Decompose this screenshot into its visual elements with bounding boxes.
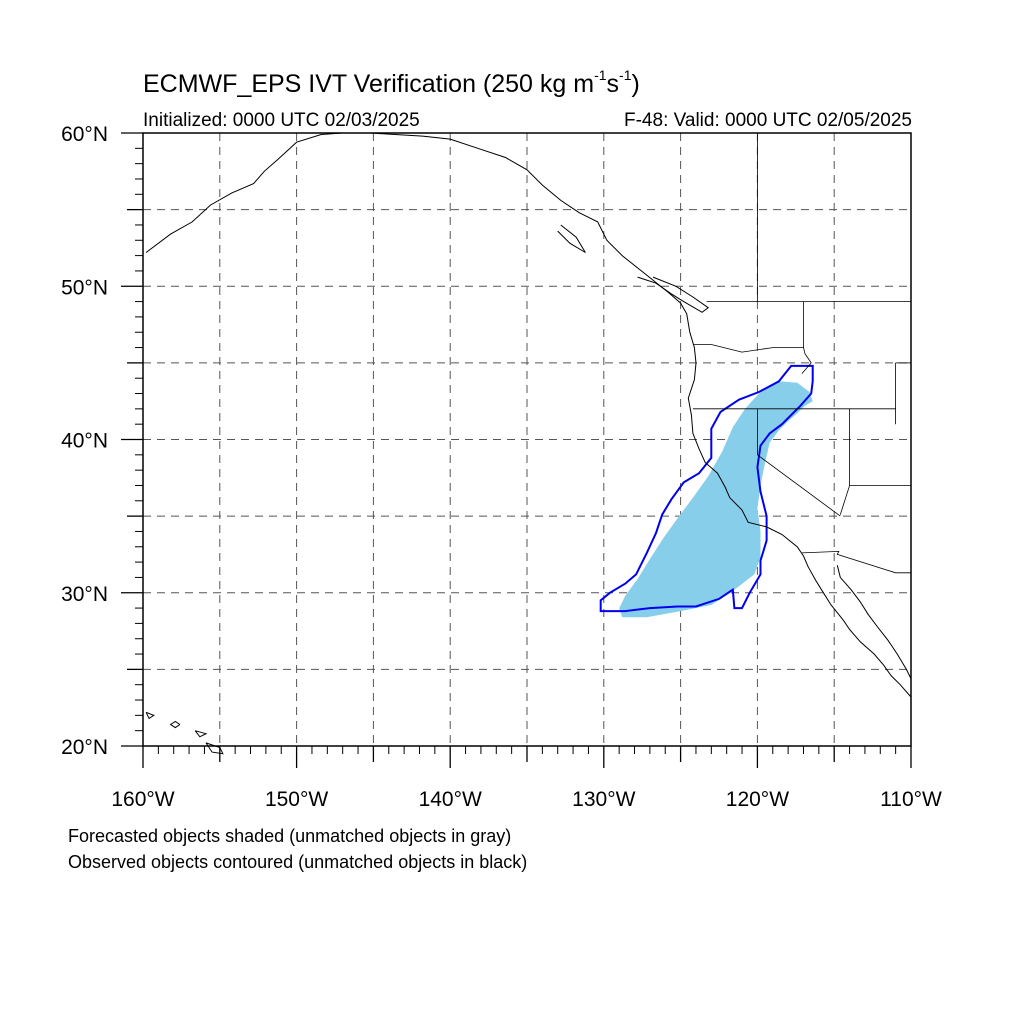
coastline: [342, 132, 912, 698]
political-border: [801, 550, 911, 574]
observed-object: [599, 364, 814, 613]
lon-tick-label: 130°W: [572, 788, 635, 811]
coastline: [557, 224, 586, 253]
coastline: [637, 276, 710, 313]
political-border: [839, 408, 850, 515]
forecast-object: [619, 381, 813, 618]
political-border: [692, 344, 812, 374]
coastline: [194, 730, 208, 738]
lat-tick-label: 40°N: [61, 430, 108, 453]
caption-forecast: Forecasted objects shaded (unmatched obj…: [68, 826, 512, 846]
lon-tick-label: 150°W: [265, 788, 328, 811]
caption-observed: Observed objects contoured (unmatched ob…: [68, 852, 528, 872]
plot-frame: [142, 132, 912, 747]
lat-tick-label: 30°N: [61, 583, 108, 606]
axis-ticks: [121, 132, 912, 768]
lon-tick-label: 140°W: [419, 788, 482, 811]
political-border: [757, 408, 841, 517]
geography: [145, 132, 912, 755]
valid-time: F-48: Valid: 0000 UTC 02/05/2025: [624, 110, 912, 131]
initialized-time: Initialized: 0000 UTC 02/03/2025: [143, 110, 420, 131]
chart-title: ECMWF_EPS IVT Verification (250 kg m-1s-…: [143, 67, 640, 98]
lat-tick-label: 20°N: [61, 736, 108, 759]
coastline: [169, 720, 181, 729]
axis-labels: 60°N 50°N 40°N 30°N 20°N 160°W 150°W 140°W 130°W…: [61, 123, 942, 811]
lon-tick-label: 120°W: [726, 788, 789, 811]
lat-tick-label: 50°N: [61, 276, 108, 299]
lat-tick-label: 60°N: [61, 123, 108, 146]
lon-tick-label: 110°W: [880, 788, 942, 811]
coastline: [145, 132, 343, 253]
lon-tick-label: 160°W: [111, 788, 174, 811]
verification-objects: [599, 364, 814, 618]
coastline: [145, 711, 155, 720]
coastline: [836, 565, 912, 679]
graticule: [143, 133, 911, 746]
